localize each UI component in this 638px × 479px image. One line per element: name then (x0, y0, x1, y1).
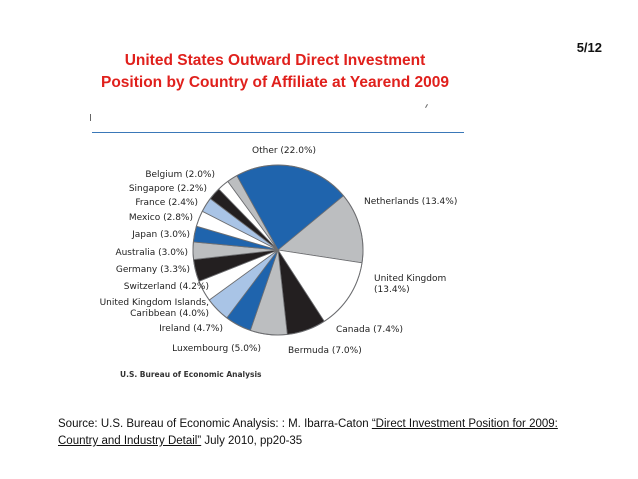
slice-label: Australia (3.0%) (115, 248, 188, 258)
slice-label: United Kingdom Islands, Caribbean (4.0%) (100, 298, 209, 319)
slice-label: Netherlands (13.4%) (364, 197, 457, 207)
slice-label: Bermuda (7.0%) (288, 346, 362, 356)
slice-label: Switzerland (4.2%) (124, 282, 209, 292)
slice-label: United Kingdom (13.4%) (374, 274, 446, 295)
title-line-1: United States Outward Direct Investment (124, 52, 426, 69)
slice-label: Singapore (2.2%) (129, 184, 207, 194)
slice-label: Ireland (4.7%) (159, 324, 223, 334)
pie-outline (192, 164, 364, 336)
slice-label: Canada (7.4%) (336, 325, 403, 335)
slice-label: Belgium (2.0%) (145, 170, 215, 180)
source-link[interactable]: “Direct Investment Position for 2009: Co… (58, 418, 558, 447)
source-suffix: July 2010, pp20-35 (201, 435, 303, 447)
chart-top-rule (92, 132, 464, 133)
source-prefix: Source: U.S. Bureau of Economic Analysis… (58, 418, 372, 430)
slice-label: Mexico (2.8%) (129, 213, 193, 223)
slide-title: United States Outward Direct Investment … (40, 50, 510, 94)
slice-label: Luxembourg (5.0%) (172, 344, 261, 354)
slice-label: Japan (3.0%) (131, 230, 190, 240)
title-line-2: Position by Country of Affiliate at Year… (101, 74, 449, 91)
slice-label: Other (22.0%) (252, 146, 316, 156)
slice-label: Germany (3.3%) (116, 265, 190, 275)
page-number: 5/12 (576, 40, 602, 55)
source-citation: Source: U.S. Bureau of Economic Analysis… (58, 416, 598, 450)
chart-credit: U.S. Bureau of Economic Analysis (120, 370, 262, 379)
scan-artifact-left (90, 114, 91, 121)
slice-label: France (2.4%) (135, 198, 198, 208)
